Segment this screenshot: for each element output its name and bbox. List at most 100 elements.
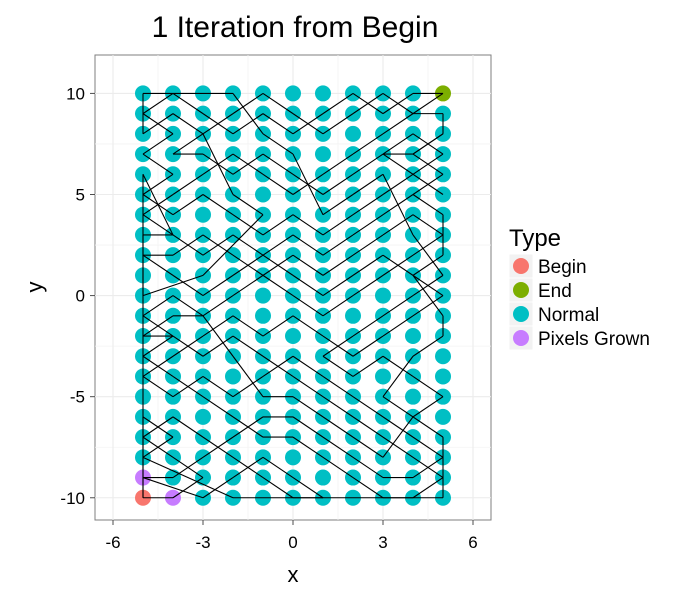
path-segment [352, 477, 384, 499]
path-segment [382, 92, 414, 115]
path-segment [262, 254, 294, 276]
path-segment [262, 113, 294, 135]
path-segment [322, 234, 354, 256]
path-segment [292, 214, 324, 236]
path-segment [172, 173, 204, 195]
path-segment [412, 275, 444, 317]
path-segment [142, 92, 174, 115]
path-segment [142, 376, 174, 398]
path-segment [322, 355, 354, 377]
path-segment [352, 436, 384, 458]
data-point-normal [195, 408, 211, 425]
path-segment [382, 214, 414, 236]
data-point-normal [435, 348, 451, 365]
path-segment [352, 92, 384, 115]
path-segment [352, 355, 384, 377]
path-segment [292, 436, 324, 458]
path-segment [322, 376, 354, 398]
path-segment [172, 416, 204, 438]
path-segment [202, 315, 234, 337]
path-segment [172, 335, 204, 357]
path-segment [352, 416, 384, 438]
path-segment [352, 133, 384, 155]
path-segment [382, 355, 414, 398]
data-point-normal [435, 368, 451, 385]
x-tick-label: 3 [378, 533, 387, 552]
path-segment [382, 396, 444, 438]
path-segment [262, 456, 294, 478]
path-segment [142, 335, 174, 357]
x-axis-title: x [288, 562, 299, 587]
data-point-normal [345, 307, 361, 324]
path-segment [292, 113, 324, 135]
path-segment [412, 153, 444, 175]
path-segment [322, 254, 354, 276]
path-segment [142, 315, 174, 337]
path-segment [382, 315, 414, 337]
path-segment [142, 173, 174, 195]
path-segment [232, 93, 264, 135]
path-layer [142, 92, 444, 499]
chart-title: 1 Iteration from Begin [152, 11, 439, 44]
path-segment [262, 315, 294, 337]
path-segment [202, 295, 234, 317]
path-segment [352, 396, 384, 418]
data-point-normal [255, 287, 271, 304]
path-segment [412, 133, 444, 155]
path-segment [352, 254, 384, 276]
path-segment [262, 153, 294, 175]
path-segment [172, 133, 204, 155]
path-segment [172, 456, 204, 478]
path-segment [412, 376, 444, 398]
legend-label: Begin [538, 257, 587, 278]
data-point-normal [375, 287, 391, 304]
path-segment [142, 416, 174, 438]
legend-swatch [513, 330, 529, 346]
path-segment [292, 254, 324, 276]
y-tick-label: 10 [66, 84, 85, 103]
y-tick-label: 0 [76, 287, 85, 306]
y-tick-label: 5 [76, 186, 85, 205]
path-segment [232, 416, 264, 438]
path-segment [292, 376, 324, 398]
path-segment [202, 315, 234, 357]
path-segment [202, 194, 234, 216]
path-segment [322, 214, 354, 236]
path-segment [352, 274, 384, 297]
path-segment [142, 133, 174, 155]
path-segment [262, 133, 294, 155]
data-point-normal [285, 449, 301, 466]
path-segment [382, 355, 414, 377]
data-point-normal [405, 388, 421, 405]
path-segment [262, 274, 294, 297]
path-segment [292, 315, 324, 337]
path-segment [232, 355, 264, 398]
path-segment [142, 153, 174, 175]
path-segment [142, 214, 174, 236]
path-segment [352, 194, 384, 216]
path-segment [352, 214, 384, 236]
path-segment [322, 295, 354, 317]
y-tick-label: -5 [70, 388, 85, 407]
legend-title: Type [509, 225, 561, 252]
path-segment [142, 355, 174, 377]
path-segment [172, 477, 204, 499]
path-segment [322, 274, 354, 297]
path-segment [172, 274, 204, 297]
legend-items: Begin End Normal Pixels Grown [508, 253, 650, 351]
path-segment [202, 436, 234, 458]
path-segment [262, 173, 294, 195]
x-tick-label: -3 [195, 533, 210, 552]
legend: Type Begin End Normal Pixels Grown [508, 225, 650, 351]
path-segment [352, 173, 384, 195]
path-segment [352, 234, 384, 256]
path-segment [232, 456, 264, 478]
path-segment [352, 153, 384, 175]
path-segment [412, 477, 444, 499]
path-segment [322, 436, 354, 458]
path-segment [142, 254, 174, 276]
legend-swatch [513, 282, 529, 298]
path-segment [322, 92, 354, 115]
path-segment [262, 234, 294, 256]
path-segment [142, 113, 174, 135]
